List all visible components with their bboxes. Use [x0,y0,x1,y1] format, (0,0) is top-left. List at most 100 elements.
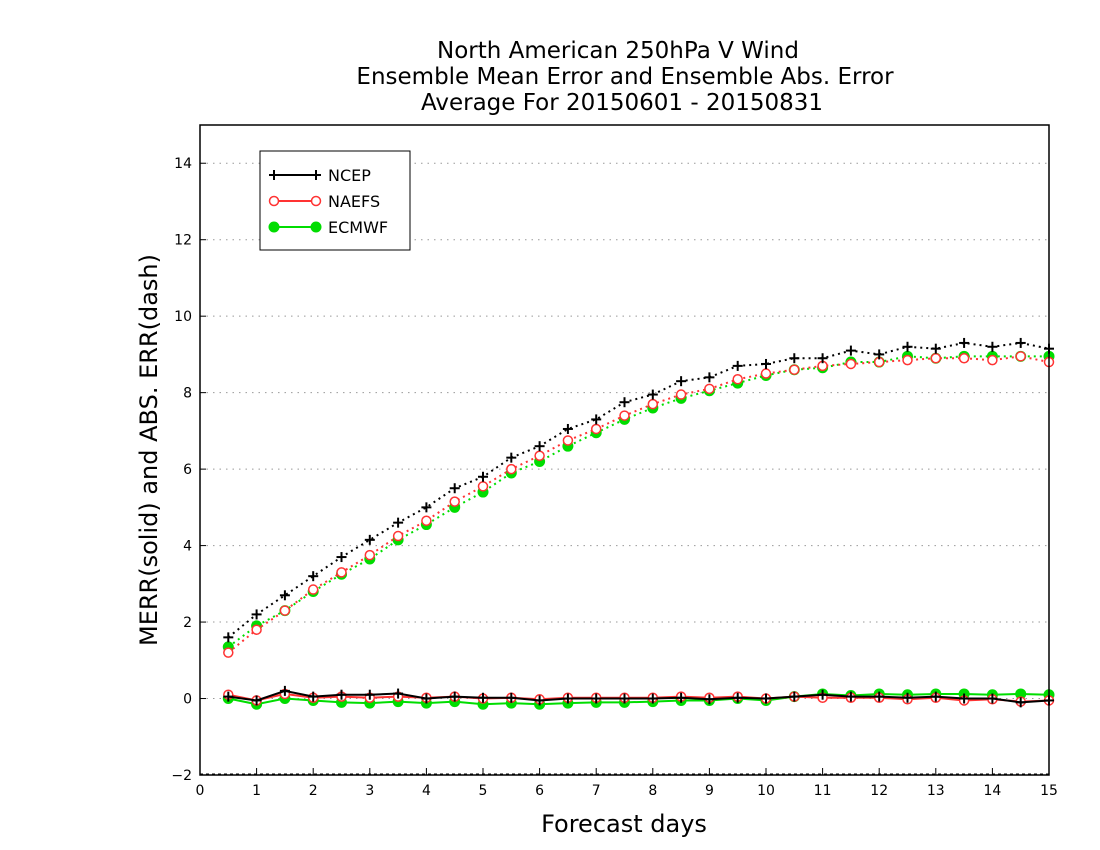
abs-error-point [279,590,290,601]
abs-error-point [732,360,743,371]
legend-marker [269,170,279,180]
mean-error-point [845,691,856,702]
abs-error-point [591,414,602,425]
abs-error-point [902,341,913,352]
abs-error-point [789,364,800,375]
chart-title: North American 250hPa V Wind Ensemble Me… [356,38,894,116]
abs-error-point [392,530,404,542]
abs-error-point [789,353,800,364]
abs-error-point [364,534,375,545]
mean-error-point [732,692,743,703]
abs-error-point [364,549,376,561]
abs-error-point [619,397,630,408]
abs-error-point [959,337,970,348]
legend-marker [310,221,322,233]
mean-error-point [279,685,290,696]
title-line-1: North American 250hPa V Wind [437,38,799,64]
legend-label: NAEFS [328,192,380,211]
abs-error-point [817,353,828,364]
abs-error-point [845,358,857,370]
y-tick-label: −2 [171,768,192,784]
legend-marker [311,170,321,180]
y-axis: −2 0 2 4 6 8 10 12 14 [171,156,206,784]
abs-error-point [449,483,460,494]
abs-error-point [251,624,262,635]
abs-error-point [336,552,347,563]
x-tick-label: 7 [592,783,601,799]
abs-error-point [930,343,941,354]
title-line-2: Ensemble Mean Error and Ensemble Abs. Er… [356,64,894,90]
abs-error-point [506,463,517,475]
series-naefs [223,351,1055,707]
y-tick-label: 6 [183,462,192,478]
x-tick-label: 5 [479,783,488,799]
abs-error-point [307,584,319,595]
legend-marker [268,195,280,207]
abs-error-point [534,441,545,452]
legend-marker [268,221,280,233]
abs-error-point [421,502,432,513]
mean-error-point [902,692,913,703]
mean-error-point [223,691,234,702]
abs-error-point [421,515,432,526]
mean-error-point [421,693,432,704]
title-line-3: Average For 20150601 - 20150831 [421,90,823,116]
mean-error-point [619,693,630,704]
x-axis: 0 1 2 3 4 5 6 7 8 9 10 11 12 13 14 15 [196,768,1058,799]
abs-error-point [874,349,885,360]
abs-error-point [393,517,404,528]
y-tick-label: 2 [183,615,192,631]
mean-error-point [987,693,998,704]
mean-error-point [647,693,658,704]
mean-error-point [336,689,347,700]
mean-error-point [364,689,375,700]
abs-error-point [223,632,234,643]
abs-error-point [987,341,998,352]
mean-error-point [449,691,460,702]
mean-error-point [393,688,404,699]
x-tick-label: 11 [814,783,832,799]
x-tick-label: 3 [365,783,374,799]
legend-label: ECMWF [328,218,388,237]
mean-error-point [676,692,687,703]
abs-error-point [1015,337,1026,348]
abs-error-point [336,567,347,578]
abs-error-point [562,435,574,446]
mean-error-point [959,693,970,704]
y-axis-title: MERR(solid) and ABS. ERR(dash) [135,254,163,646]
abs-error-point [279,605,291,616]
abs-error-line-ncep [227,341,1050,639]
legend-marker [310,195,322,207]
x-tick-label: 8 [648,783,657,799]
abs-error-point [845,345,856,356]
abs-error-point [477,481,489,492]
abs-error-point [562,423,573,434]
abs-error-point [449,496,460,507]
legend: NCEP NAEFS ECMWF [259,150,411,251]
abs-error-point [987,354,998,366]
legend-item-ncep: NCEP [269,166,371,185]
legend-label: NCEP [328,166,371,185]
x-tick-label: 14 [983,783,1001,799]
abs-error-point [1015,351,1026,362]
mean-error-point [1015,697,1026,708]
legend-item-ecmwf: ECMWF [268,218,388,237]
abs-error-line-naefs [227,355,1050,654]
mean-error-point [817,689,828,700]
abs-error-point [647,398,659,410]
mean-error-point [789,691,800,702]
abs-error-point [704,372,715,383]
mean-error-point [478,692,488,703]
mean-error-point [874,691,885,702]
abs-error-point [760,368,772,379]
abs-error-point [704,383,715,395]
abs-error-point [251,609,262,620]
abs-error-point [308,571,319,582]
abs-error-point [761,358,771,369]
abs-error-point [478,471,488,482]
abs-error-point [675,389,687,400]
abs-error-point [958,352,970,364]
series-ecmwf [222,350,1055,710]
x-tick-label: 15 [1040,783,1058,799]
y-tick-label: 14 [174,156,192,172]
